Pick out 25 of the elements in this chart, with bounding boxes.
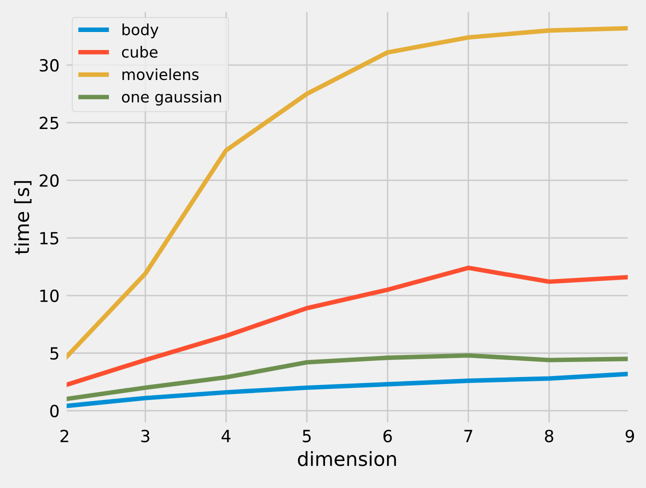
y-tick-label: 5 xyxy=(50,347,58,360)
x-tick-label: 3 xyxy=(141,430,150,442)
x-tick-label: 2 xyxy=(60,430,68,442)
legend-label: movielens xyxy=(122,68,199,80)
line-series xyxy=(64,353,630,402)
y-axis-title: time [s] xyxy=(14,181,32,254)
line-series xyxy=(64,26,630,362)
y-tick-label: 20 xyxy=(40,174,59,187)
legend-label: body xyxy=(122,24,158,38)
x-tick-label: 4 xyxy=(222,430,230,442)
line-series xyxy=(64,372,630,408)
y-tick-label: 30 xyxy=(40,59,59,72)
x-tick-label: 7 xyxy=(464,430,472,442)
line-series xyxy=(64,266,630,388)
x-tick-label: 9 xyxy=(626,430,634,442)
y-tick-label: 25 xyxy=(40,116,58,130)
legend-label: cube xyxy=(122,46,158,58)
x-tick-label: 5 xyxy=(302,430,311,442)
y-tick-label: 0 xyxy=(50,404,59,418)
x-tick-label: 8 xyxy=(544,430,554,442)
x-axis-title: dimension xyxy=(298,451,396,466)
legend-label: one gaussian xyxy=(122,90,222,106)
y-tick-label: 10 xyxy=(40,289,59,302)
x-tick-label: 6 xyxy=(383,430,392,442)
y-tick-label: 15 xyxy=(40,232,58,244)
